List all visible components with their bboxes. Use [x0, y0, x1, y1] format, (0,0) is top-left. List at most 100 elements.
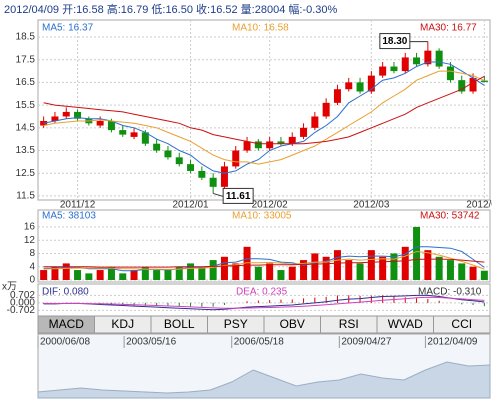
ma-line	[43, 70, 485, 165]
y-tick-label: 15.5	[16, 100, 36, 111]
candle-body	[220, 166, 228, 187]
y-tick-label: 0.000	[10, 298, 35, 309]
volume-frame	[37, 209, 491, 283]
candle-body	[51, 116, 59, 122]
volume-bar	[379, 256, 387, 280]
x-tick-label: 2012/01	[172, 200, 209, 211]
volume-bar	[74, 270, 82, 280]
volume-bar	[424, 250, 432, 280]
overview-date: 2006/05/18	[234, 337, 284, 348]
volume-bar	[220, 256, 228, 280]
candle-body	[300, 127, 308, 137]
y-tick-label: 12.5	[16, 168, 36, 179]
candle-body	[288, 136, 296, 144]
candle-body	[322, 102, 330, 117]
ma-line	[43, 258, 485, 268]
volume-bar	[141, 266, 149, 280]
candle-body	[243, 141, 251, 151]
x-tick-label: 2012/02	[252, 200, 289, 211]
candle-body	[277, 141, 285, 144]
legend-entry: MA30: 53742	[420, 211, 480, 222]
tab-label[interactable]: MACD	[49, 317, 85, 331]
candle-body	[413, 57, 421, 65]
volume-bar	[300, 260, 308, 280]
candle-body	[480, 80, 488, 82]
volume-bar	[187, 263, 195, 280]
volume-bar	[164, 270, 172, 280]
candle-body	[458, 80, 466, 92]
tab-label[interactable]: WVAD	[388, 317, 423, 331]
candle-body	[345, 82, 353, 90]
legend-entry: DIF: 0.080	[42, 287, 89, 298]
annotation-box	[379, 33, 411, 50]
volume-bar	[435, 256, 443, 280]
tab-label[interactable]: RSI	[339, 317, 359, 331]
candle-body	[164, 150, 172, 158]
ma-line	[43, 75, 485, 145]
candle-body	[62, 111, 70, 117]
candle-body	[469, 77, 477, 92]
volume-bar	[232, 263, 240, 280]
volume-bar	[243, 246, 251, 280]
overview-date: 2012/04/09	[427, 337, 477, 348]
volume-bar	[333, 250, 341, 280]
tab-label[interactable]: PSY	[224, 317, 248, 331]
legend-entry: MA30: 16.77	[420, 23, 477, 34]
volume-bar	[277, 270, 285, 280]
candle-body	[379, 66, 387, 76]
candle-body	[198, 170, 206, 178]
tab[interactable]	[433, 315, 491, 334]
y-tick-label: 17.5	[16, 54, 36, 65]
quote-header: 2012/04/09 开:16.58 高:16.79 低:16.50 收:16.…	[4, 2, 337, 16]
tab-label[interactable]: CCI	[451, 317, 472, 331]
volume-bar	[198, 266, 206, 280]
volume-bar	[390, 253, 398, 280]
candle-body	[175, 157, 183, 165]
candle-body	[401, 57, 409, 72]
legend-entry: MA10: 33005	[232, 211, 292, 222]
candle-body	[254, 141, 262, 149]
candle-body	[187, 164, 195, 171]
candle-body	[141, 132, 149, 144]
candle-body	[266, 141, 274, 149]
annotation-line	[213, 192, 224, 197]
candle-body	[424, 50, 432, 65]
candle-body	[390, 66, 398, 72]
volume-bar	[266, 263, 274, 280]
overview-date: 2009/04/27	[341, 337, 391, 348]
ma-line	[43, 61, 485, 174]
volume-bar	[175, 266, 183, 280]
legend-entry: DEA: 0.235	[236, 287, 288, 298]
candle-body	[367, 75, 375, 92]
volume-bar	[458, 263, 466, 280]
volume-bar	[469, 266, 477, 280]
ma-line	[43, 294, 485, 311]
volume-bar	[51, 266, 59, 280]
volume-bar	[345, 260, 353, 280]
volume-bar	[153, 270, 161, 280]
volume-bar	[401, 246, 409, 280]
tab-label[interactable]: OBV	[280, 317, 305, 331]
tab-label[interactable]: BOLL	[164, 317, 195, 331]
price-frame	[37, 19, 491, 201]
annotation: 18.30	[382, 36, 407, 47]
ma-line	[43, 250, 485, 270]
legend-entry: MA5: 16.37	[42, 23, 94, 34]
candle-body	[446, 66, 454, 81]
volume-bar	[209, 260, 217, 280]
volume-bar	[356, 263, 364, 280]
y-tick-label: 18.5	[16, 32, 36, 43]
tab-label[interactable]: KDJ	[111, 317, 134, 331]
volume-bar	[107, 266, 115, 280]
y-tick-label: 16.5	[16, 77, 36, 88]
candle-body	[209, 177, 217, 187]
candle-body	[107, 121, 115, 131]
candle-body	[435, 50, 443, 67]
candle-body	[96, 121, 104, 126]
x-tick-label: 2012/04	[466, 200, 492, 211]
y-tick-label: 8	[29, 248, 35, 259]
candle-body	[153, 143, 161, 151]
y-tick-label: 13.5	[16, 145, 36, 156]
x-tick-label: 2011/12	[60, 200, 96, 211]
